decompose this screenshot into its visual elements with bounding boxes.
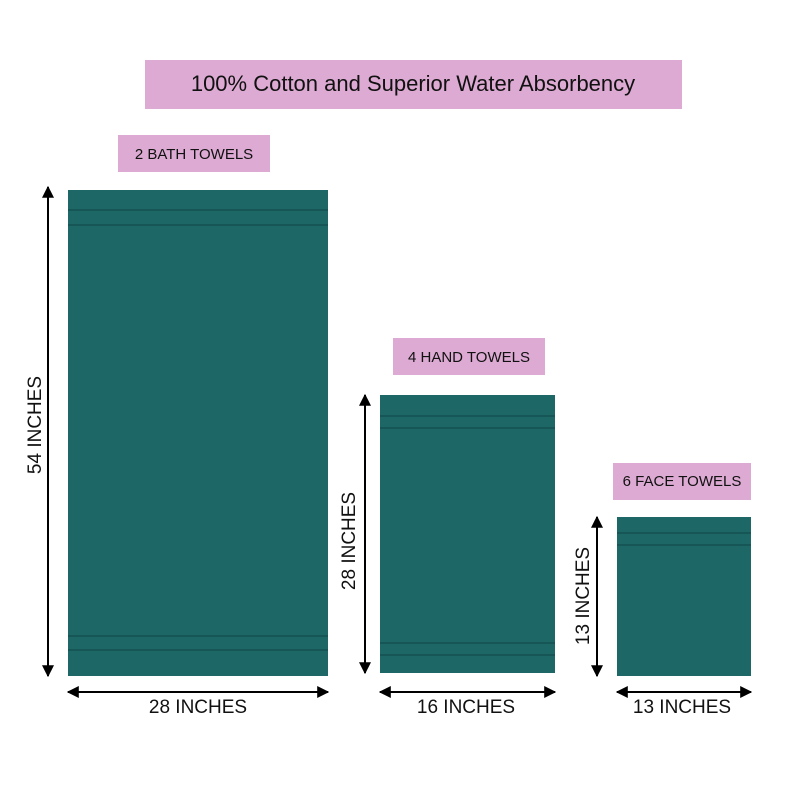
- width-label: 16 INCHES: [417, 697, 515, 718]
- height-label: 28 INCHES: [339, 492, 360, 590]
- title: 100% Cotton and Superior Water Absorbenc…: [191, 71, 635, 96]
- width-label: 13 INCHES: [633, 697, 731, 718]
- bath-towel: [68, 190, 328, 676]
- towel-label: 2 BATH TOWELS: [135, 146, 253, 163]
- width-label: 28 INCHES: [149, 697, 247, 718]
- towel-label: 4 HAND TOWELS: [408, 349, 530, 366]
- towel-label: 6 FACE TOWELS: [623, 473, 742, 490]
- label-box: [118, 135, 270, 172]
- height-label: 54 INCHES: [25, 376, 46, 474]
- hand-towel: [380, 395, 555, 673]
- face-towel: [617, 517, 751, 676]
- label-box: [613, 463, 751, 500]
- label-box: [393, 338, 545, 375]
- title-box: [145, 60, 682, 109]
- height-label: 13 INCHES: [573, 547, 594, 645]
